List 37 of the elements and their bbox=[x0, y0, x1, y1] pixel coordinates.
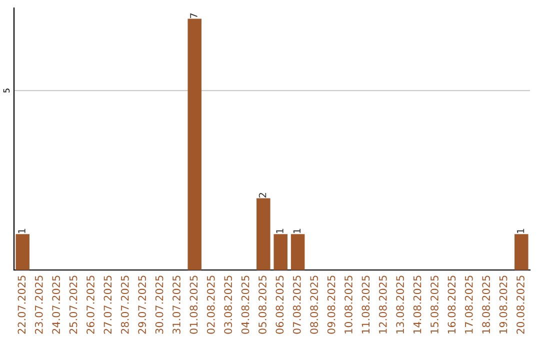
x-tick-label: 08.08.2025 bbox=[310, 276, 318, 334]
x-tick-label: 11.08.2025 bbox=[362, 276, 370, 334]
data-label: 7 bbox=[190, 13, 198, 18]
x-tick-label: 31.07.2025 bbox=[172, 276, 180, 334]
data-label: 1 bbox=[293, 228, 300, 234]
x-tick-label: 22.07.2025 bbox=[18, 276, 26, 334]
x-tick-label: 27.07.2025 bbox=[104, 276, 112, 334]
x-tick-label: 05.08.2025 bbox=[258, 276, 266, 334]
data-label: 1 bbox=[516, 228, 524, 234]
x-tick-label: 29.07.2025 bbox=[138, 276, 146, 334]
x-tick-label: 26.07.2025 bbox=[86, 276, 94, 334]
data-label: 2 bbox=[258, 193, 266, 198]
x-tick-label: 13.08.2025 bbox=[396, 276, 404, 334]
x-tick-label: 12.08.2025 bbox=[378, 276, 387, 334]
x-tick-label: 23.07.2025 bbox=[34, 276, 43, 334]
x-tick-label: 06.08.2025 bbox=[276, 276, 284, 334]
x-tick-label: 24.07.2025 bbox=[52, 276, 60, 334]
x-tick-label: 15.08.2025 bbox=[430, 276, 438, 334]
x-tick-label: 09.08.2025 bbox=[327, 276, 336, 334]
x-tick-label: 18.08.2025 bbox=[482, 276, 490, 334]
x-tick-label: 07.08.2025 bbox=[292, 276, 301, 334]
x-tick-label: 30.07.2025 bbox=[155, 276, 164, 334]
x-tick-label: 01.08.2025 bbox=[190, 276, 198, 334]
x-tick-label: 03.08.2025 bbox=[224, 276, 232, 334]
x-tick-label: 19.08.2025 bbox=[499, 276, 508, 334]
x-tick-label: 02.08.2025 bbox=[206, 276, 215, 334]
x-tick-label: 14.08.2025 bbox=[413, 276, 422, 334]
x-tick-label: 04.08.2025 bbox=[241, 276, 250, 334]
data-label: 1 bbox=[18, 228, 26, 234]
x-tick-label: 17.08.2025 bbox=[464, 276, 473, 334]
x-tick-label: 25.07.2025 bbox=[69, 276, 78, 334]
data-label: 1 bbox=[276, 228, 284, 234]
x-tick-label: 28.07.2025 bbox=[120, 276, 129, 334]
y-tick-label: 5 bbox=[3, 88, 10, 93]
x-tick-label: 20.08.2025 bbox=[516, 276, 524, 334]
x-tick-label: 10.08.2025 bbox=[344, 276, 352, 334]
x-tick-label: 16.08.2025 bbox=[448, 276, 456, 334]
